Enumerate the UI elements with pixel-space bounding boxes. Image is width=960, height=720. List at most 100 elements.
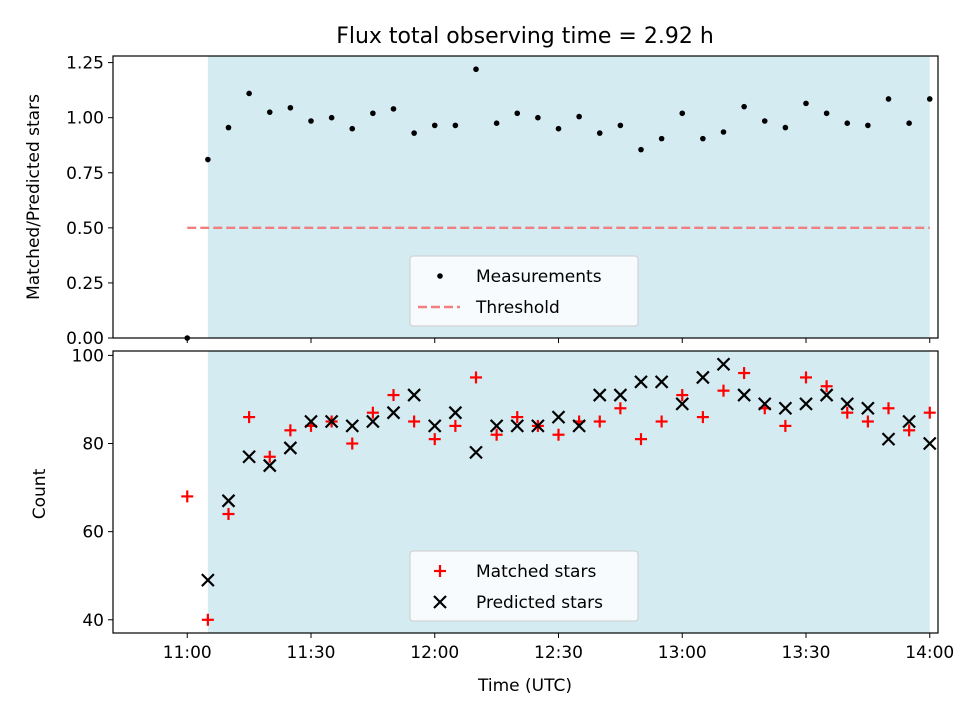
bottom-x-point — [469, 445, 483, 460]
bottom-plus-point — [655, 415, 668, 428]
top-dot-point — [844, 120, 851, 126]
x-marker-b — [366, 414, 380, 429]
x-axis-label: Time (UTC) — [477, 676, 572, 696]
top-y-axis-label: Matched/Predicted stars — [24, 94, 44, 300]
bottom-x-point — [407, 388, 421, 402]
top-dot-point — [225, 124, 232, 131]
bottom-x-point — [531, 419, 545, 433]
legend-label: Predicted stars — [476, 593, 603, 613]
x-marker-b — [675, 397, 690, 411]
bottom-x-point — [675, 397, 690, 411]
bottom-x-point — [304, 414, 318, 429]
x-marker-b — [551, 410, 566, 424]
bottom-x-point — [613, 388, 628, 402]
x-marker-b — [304, 414, 318, 429]
top-dot-point — [803, 100, 809, 107]
bottom-x-point — [819, 388, 834, 402]
bottom-plus-point — [346, 437, 359, 450]
bottom-plus-point — [387, 389, 400, 402]
x-marker-b — [737, 388, 751, 402]
bottom-plus-point — [263, 450, 276, 463]
bottom-x-point — [386, 405, 401, 420]
bottom-plus-point — [470, 371, 482, 384]
bottom-plus-point — [635, 433, 647, 446]
legend-marker-dot — [437, 273, 443, 279]
x-marker-b — [778, 401, 793, 416]
top-dot-point — [700, 135, 706, 142]
top-ytick-label: 0.00 — [66, 329, 104, 349]
bottom-plus-point — [820, 380, 833, 393]
top-ytick-label: 0.50 — [66, 219, 104, 239]
bottom-x-point — [510, 419, 525, 433]
top-dot-point — [473, 66, 479, 73]
legend-label: Threshold — [475, 298, 560, 318]
x-marker-b — [427, 419, 442, 433]
x-marker-b — [592, 388, 607, 402]
legend-marker-x-b — [433, 595, 447, 609]
x-marker-b — [221, 494, 236, 508]
x-marker-b — [654, 375, 669, 389]
bottom-plus-point — [903, 424, 916, 437]
x-marker-b — [696, 370, 710, 385]
x-marker-b — [201, 573, 215, 587]
top-dot-point — [308, 118, 314, 124]
top-dot-point — [205, 156, 211, 163]
bottom-plus-point — [428, 433, 441, 446]
bottom-x-point — [592, 388, 607, 402]
bottom-plus-point — [449, 419, 462, 432]
x-marker-b — [386, 405, 401, 420]
bottom-x-point — [799, 397, 813, 411]
top-dot-point — [390, 106, 397, 112]
top-dot-point — [823, 110, 830, 117]
top-dot-point — [493, 120, 500, 126]
top-dot-point — [761, 118, 768, 124]
bottom-plus-point — [841, 406, 854, 419]
bottom-x-point — [902, 414, 916, 429]
x-marker-b — [716, 357, 731, 371]
xtick-label: 12:30 — [534, 643, 583, 663]
bottom-plus-point — [779, 419, 792, 432]
xtick-label: 12:00 — [410, 643, 459, 663]
bottom-plus-point — [511, 411, 524, 424]
top-dot-point — [658, 135, 665, 142]
top-ytick-label: 1.25 — [66, 54, 104, 74]
bottom-plus-point — [614, 402, 627, 415]
top-dot-point — [865, 122, 871, 129]
bottom-x-point — [262, 458, 277, 473]
bottom-y-axis-label: Count — [30, 468, 50, 519]
top-dot-point — [679, 110, 686, 117]
bottom-x-point — [448, 405, 463, 420]
x-marker-b — [613, 388, 628, 402]
x-marker-b — [799, 397, 813, 411]
bottom-x-point — [881, 432, 896, 446]
xtick-label: 14:00 — [905, 643, 954, 663]
top-dot-point — [287, 104, 294, 111]
bottom-legend — [409, 550, 639, 622]
top-dot-point — [617, 122, 624, 129]
x-marker-b — [469, 445, 483, 460]
bottom-x-point — [324, 414, 339, 429]
top-dot-point — [246, 90, 252, 97]
bottom-x-point — [654, 375, 669, 389]
x-marker-b — [448, 405, 463, 420]
bottom-x-point — [551, 410, 566, 424]
bottom-x-point — [716, 357, 731, 371]
bottom-plus-point — [923, 406, 936, 419]
bottom-x-point — [922, 436, 937, 451]
legend-label: Matched stars — [476, 562, 596, 582]
x-marker-b — [262, 458, 277, 473]
top-dot-point — [535, 114, 541, 121]
x-marker-b — [510, 419, 525, 433]
xtick-label: 11:30 — [287, 643, 336, 663]
bottom-plus-point — [676, 389, 689, 402]
bottom-plus-point — [696, 411, 709, 424]
bottom-plus-point — [243, 411, 256, 424]
top-dot-point — [638, 146, 644, 153]
bottom-plus-point — [717, 384, 730, 397]
top-axes-frame — [112, 55, 939, 339]
bottom-x-point — [572, 419, 586, 433]
bottom-plus-point — [738, 367, 751, 380]
x-marker-b — [634, 375, 648, 389]
x-marker-b — [902, 414, 916, 429]
